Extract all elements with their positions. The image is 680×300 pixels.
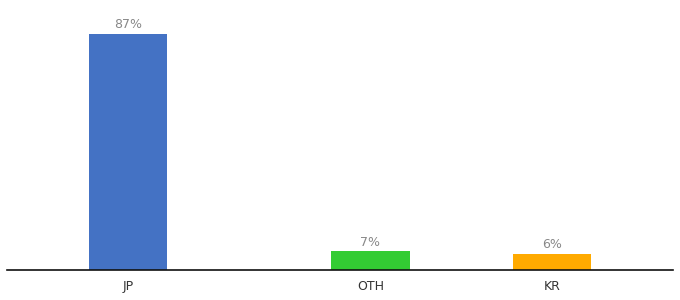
Bar [331, 251, 409, 270]
Text: 6%: 6% [542, 238, 562, 251]
Bar [513, 254, 592, 270]
Text: 7%: 7% [360, 236, 380, 249]
Text: 87%: 87% [114, 18, 142, 32]
Bar [88, 34, 167, 270]
